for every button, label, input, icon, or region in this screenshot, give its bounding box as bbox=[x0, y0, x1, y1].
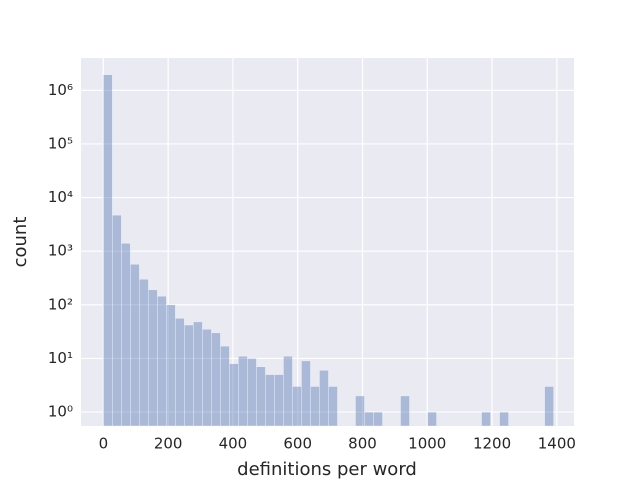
y-tick-label: 10³ bbox=[48, 242, 73, 260]
x-tick-label: 1000 bbox=[408, 435, 446, 453]
bar bbox=[283, 356, 293, 427]
bar bbox=[139, 279, 149, 427]
bar bbox=[112, 214, 122, 427]
bar bbox=[193, 321, 203, 427]
bar bbox=[265, 374, 275, 427]
y-tick-label: 10² bbox=[48, 295, 73, 313]
x-tick-label: 1400 bbox=[538, 435, 576, 453]
bar bbox=[256, 366, 266, 427]
x-tick-label: 800 bbox=[348, 435, 377, 453]
x-tick-label: 200 bbox=[154, 435, 183, 453]
bar bbox=[175, 318, 185, 427]
bar bbox=[157, 295, 167, 427]
bar bbox=[328, 386, 338, 427]
bar bbox=[103, 74, 113, 427]
bar bbox=[364, 411, 374, 427]
bar bbox=[319, 370, 329, 427]
x-tick-label: 400 bbox=[219, 435, 248, 453]
bar bbox=[355, 395, 365, 427]
x-tick-label: 1200 bbox=[473, 435, 511, 453]
y-tick-label: 10⁶ bbox=[48, 81, 73, 99]
bar bbox=[427, 411, 437, 427]
bar bbox=[247, 358, 257, 427]
bar bbox=[400, 395, 410, 427]
x-axis-label: definitions per word bbox=[237, 459, 417, 480]
bar bbox=[301, 360, 311, 427]
bar bbox=[373, 411, 383, 427]
bar bbox=[499, 411, 509, 427]
bar bbox=[481, 411, 491, 427]
bar bbox=[202, 329, 212, 427]
x-tick-label: 600 bbox=[283, 435, 312, 453]
y-tick-label: 10⁴ bbox=[48, 188, 73, 206]
bar bbox=[229, 363, 239, 427]
bar bbox=[544, 386, 554, 427]
y-axis-label: count bbox=[10, 217, 31, 268]
bar bbox=[292, 386, 302, 427]
bar bbox=[130, 264, 140, 427]
bar bbox=[148, 289, 158, 427]
y-tick-label: 10⁰ bbox=[48, 403, 73, 421]
bar bbox=[310, 386, 320, 427]
bar bbox=[121, 243, 131, 427]
bar bbox=[220, 345, 230, 427]
x-tick-label: 0 bbox=[99, 435, 109, 453]
bar bbox=[166, 304, 176, 427]
y-tick-label: 10⁵ bbox=[48, 134, 73, 152]
bar bbox=[274, 374, 284, 427]
y-tick-label: 10¹ bbox=[48, 349, 73, 367]
bar bbox=[211, 332, 221, 427]
bar bbox=[238, 356, 248, 427]
bar bbox=[184, 324, 194, 427]
